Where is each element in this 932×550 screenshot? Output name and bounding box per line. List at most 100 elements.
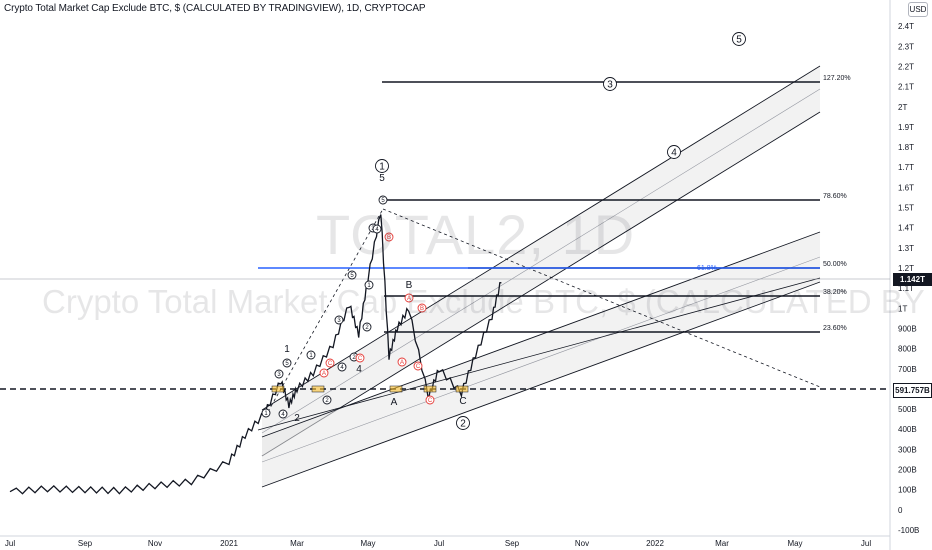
subwave-black-9-circle (378, 195, 388, 205)
lower-channel-mid (261, 256, 821, 463)
subwave-red-7-circle (404, 293, 414, 303)
marker-box (389, 385, 403, 393)
wave-circled-1-label: 1 (379, 162, 385, 173)
subwave-black-4-circle (322, 395, 332, 405)
y-tick-label: 1.7T (898, 163, 914, 172)
subwave-black-13-label: 2 (365, 325, 369, 331)
fib-label: 78.60% (823, 193, 847, 200)
subwave-red-4-label: B (420, 306, 424, 312)
y-tick-label: 2.1T (898, 83, 914, 92)
subwave-red-5-circle (397, 357, 407, 367)
x-tick-label: Mar (290, 539, 304, 548)
y-tick-label: 500B (898, 405, 917, 414)
subwave-black-14-label: 5 (350, 273, 354, 279)
y-tick-label: 700B (898, 365, 917, 374)
wave-label-B: B (406, 280, 413, 291)
subwave-red-6-circle (413, 361, 423, 371)
subwave-black-0-label: 5 (285, 361, 289, 367)
wave-circled-1-circle (375, 159, 389, 173)
y-tick-label: -100B (898, 526, 919, 535)
y-tick-label: 300B (898, 445, 917, 454)
subwave-black-13-circle (362, 322, 372, 332)
y-tick-label: 400B (898, 425, 917, 434)
subwave-black-1-circle (274, 369, 284, 379)
subwave-black-8-label: 2 (352, 355, 356, 361)
subwave-red-7-label: A (407, 296, 411, 302)
x-tick-label: 2021 (220, 539, 238, 548)
y-tick-label: 1.1T (898, 284, 914, 293)
subwave-black-1-label: 3 (277, 372, 281, 378)
subwave-red-8-circle (425, 395, 435, 405)
wave-label-C: C (459, 396, 466, 407)
subwave-red-6-label: C (416, 364, 421, 370)
price-series-line (9, 214, 502, 495)
lower-channel-top (261, 231, 821, 438)
lower-channel-bottom (261, 281, 821, 488)
wave-circled-4-circle (667, 145, 681, 159)
wave-label-A: A (391, 397, 398, 408)
subwave-black-6-circle (334, 315, 344, 325)
y-tick-label: 1.8T (898, 143, 914, 152)
subwave-black-5-circle (306, 350, 316, 360)
wave-circled-3-label: 3 (607, 80, 613, 91)
subwave-black-4-label: 2 (325, 398, 329, 404)
x-tick-label: Jul (434, 539, 444, 548)
wave-circled-2-circle (456, 416, 470, 430)
y-tick-label: 2.4T (898, 22, 914, 31)
subwave-red-3-circle (355, 353, 365, 363)
wave-label-1: 1 (284, 344, 290, 355)
level-price-tag: 591.757B (893, 383, 932, 398)
currency-button[interactable]: USD (908, 2, 928, 17)
y-tick-label: 1.2T (898, 264, 914, 273)
y-tick-label: 200B (898, 466, 917, 475)
x-tick-label: May (360, 539, 375, 548)
subwave-black-9-label: 5 (381, 198, 385, 204)
subwave-red-0-label: A (322, 371, 326, 377)
subwave-black-3-label: 4 (281, 412, 285, 418)
subwave-red-8-label: C (428, 398, 433, 404)
wave-label-4: 4 (356, 364, 362, 375)
y-tick-label: 1.5T (898, 204, 914, 213)
fib-label: 23.60% (823, 325, 847, 332)
y-tick-label: 1.9T (898, 123, 914, 132)
y-tick-label: 2.2T (898, 62, 914, 71)
y-tick-label: 1.3T (898, 244, 914, 253)
subwave-black-14-circle (347, 270, 357, 280)
y-tick-label: 2.3T (898, 42, 914, 51)
x-tick-label: Sep (505, 539, 520, 548)
name-watermark: Crypto Total Market Cap Exclude BTC, $ (… (42, 283, 932, 320)
symbol-watermark: TOTAL2, 1D (316, 203, 636, 266)
subwave-black-6-label: 3 (337, 318, 341, 324)
fib-label: 50.00% (823, 261, 847, 268)
wave-circled-5-circle (732, 32, 746, 46)
fib-label: 127.20% (823, 75, 851, 82)
wave-label-2: 2 (294, 413, 300, 424)
subwave-black-2-circle (261, 408, 271, 418)
x-tick-label: Mar (715, 539, 729, 548)
y-tick-label: 0 (898, 506, 903, 515)
y-tick-label: 1T (898, 304, 907, 313)
y-tick-label: 2T (898, 103, 907, 112)
x-tick-label: Jul (5, 539, 15, 548)
current-price-tag: 1.142T (893, 273, 932, 286)
subwave-black-0-circle (282, 358, 292, 368)
chart-title: Crypto Total Market Cap Exclude BTC, $ (… (4, 3, 426, 14)
y-tick-label: 1.6T (898, 183, 914, 192)
wave-circled-4-label: 4 (671, 148, 677, 159)
dashed-downtrend (382, 208, 821, 388)
subwave-black-3-circle (278, 409, 288, 419)
upper-channel-bottom (261, 111, 821, 457)
marker-box (423, 385, 437, 393)
dashed-uptrend (264, 208, 384, 418)
subwave-black-7-circle (337, 362, 347, 372)
marker-box (455, 385, 469, 393)
subwave-black-12-circle (364, 280, 374, 290)
fib-label: 38.20% (823, 289, 847, 296)
subwave-red-2-label: B (387, 235, 391, 241)
subwave-red-1-label: C (328, 361, 333, 367)
y-tick-label: 900B (898, 324, 917, 333)
wave-label-5: 5 (379, 173, 385, 184)
x-tick-label: May (787, 539, 802, 548)
